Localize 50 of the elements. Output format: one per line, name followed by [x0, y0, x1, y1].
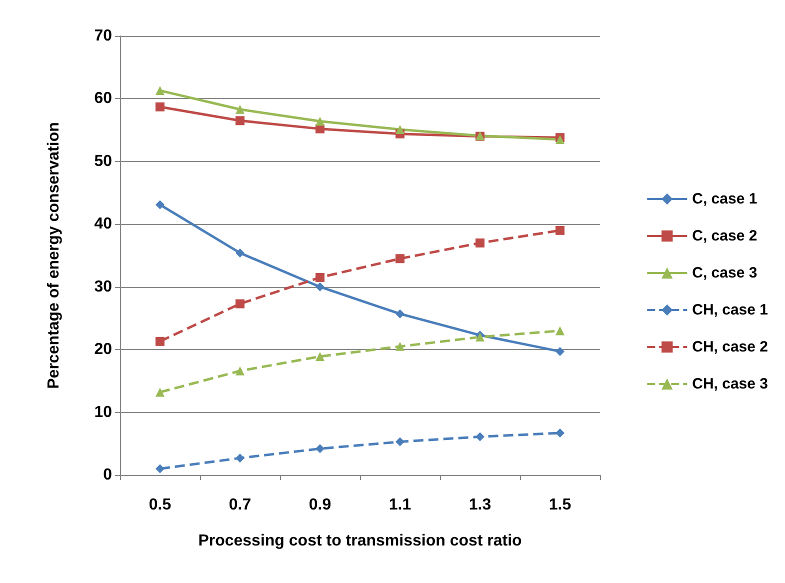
point: [316, 116, 324, 126]
point: [316, 272, 324, 282]
point: [396, 309, 404, 318]
x-tick-label: 1.3: [468, 496, 492, 514]
x-tick-label: 0.5: [148, 496, 172, 514]
point: [236, 248, 244, 258]
x-tick-label: 1.1: [388, 496, 412, 514]
point: [156, 388, 164, 397]
point: [396, 254, 404, 264]
legend-label: C, case 3: [692, 264, 758, 282]
point: [556, 226, 564, 235]
point: [236, 454, 244, 463]
legend-label: CH, case 2: [692, 338, 768, 356]
legend-label: C, case 1: [692, 190, 758, 208]
y-tick-label: 70: [94, 28, 112, 44]
y-tick-label: 50: [94, 152, 112, 170]
y-tick-label: 60: [94, 90, 112, 108]
y-tick-label: 20: [94, 341, 112, 358]
point: [556, 326, 564, 336]
legend-label: C, case 2: [692, 228, 758, 244]
point: [156, 336, 164, 346]
y-tick-label: 10: [94, 404, 112, 421]
point: [556, 428, 564, 438]
point: [396, 124, 404, 134]
point: [316, 352, 324, 361]
point: [476, 238, 484, 248]
point: [236, 366, 244, 376]
y-tick-label: 30: [94, 278, 112, 296]
point: [236, 116, 244, 126]
point: [476, 432, 484, 442]
point: [316, 282, 324, 292]
point: [156, 200, 164, 210]
point: [236, 104, 244, 114]
point: [316, 444, 324, 454]
point: [396, 342, 404, 351]
x-tick-label: 0.7: [228, 496, 252, 514]
y-tick-label: 40: [94, 216, 112, 233]
y-axis-title: Percentage of energy conservation: [46, 122, 62, 389]
legend-label: CH, case 1: [692, 302, 768, 318]
x-tick-label: 1.5: [548, 496, 572, 514]
point: [236, 299, 244, 308]
point: [156, 86, 164, 96]
x-axis-title: Processing cost to transmission cost ratio: [198, 532, 522, 550]
x-tick-label: 0.9: [308, 496, 332, 514]
point: [556, 346, 564, 356]
y-tick-label: 0: [103, 466, 112, 484]
point: [156, 464, 164, 474]
point: [156, 102, 164, 112]
point: [396, 437, 404, 446]
legend-label: CH, case 3: [692, 376, 768, 392]
